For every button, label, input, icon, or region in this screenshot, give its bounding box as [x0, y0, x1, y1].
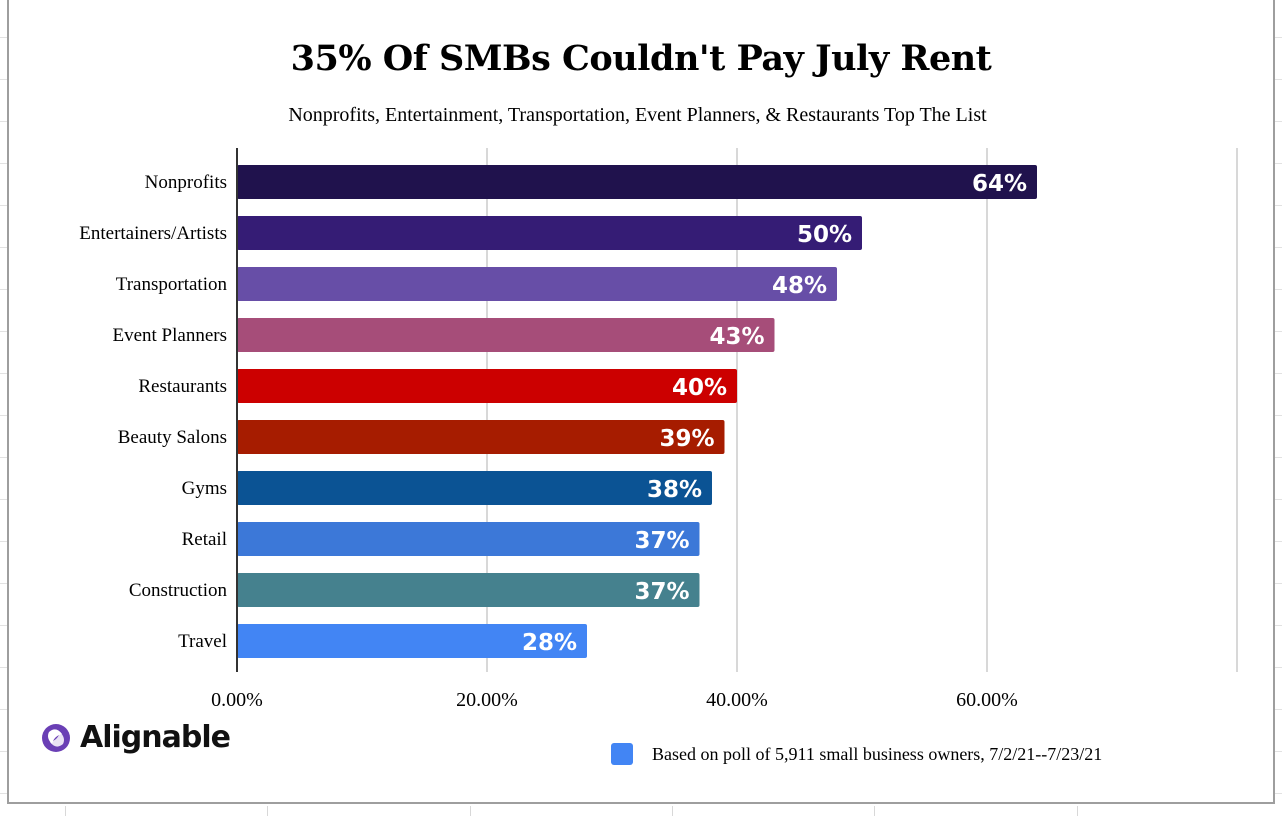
x-tick-label: 0.00%	[211, 689, 263, 711]
legend-swatch	[611, 743, 633, 765]
background-gridline	[874, 806, 875, 816]
y-tick-label: Nonprofits	[145, 172, 227, 193]
bar-transportation	[237, 267, 837, 301]
data-label: 64%	[972, 171, 1027, 197]
chart-subtitle: Nonprofits, Entertainment, Transportatio…	[288, 104, 987, 126]
alignable-logo-icon	[42, 723, 70, 752]
y-tick-label: Transportation	[116, 274, 228, 295]
bar-nonprofits	[237, 165, 1037, 199]
data-label: 37%	[634, 528, 689, 554]
y-tick-label: Construction	[129, 580, 228, 601]
bar-entertainers-artists	[237, 216, 862, 250]
bar-travel	[237, 624, 587, 658]
data-label: 50%	[797, 222, 852, 248]
background-gridline	[65, 806, 66, 816]
legend: Based on poll of 5,911 small business ow…	[611, 743, 1102, 765]
y-tick-label: Event Planners	[112, 325, 227, 346]
background-gridline	[267, 806, 268, 816]
data-label: 37%	[634, 579, 689, 605]
alignable-logo: Alignable	[40, 720, 231, 755]
logo-text: Alignable	[80, 720, 231, 755]
bar-restaurants	[237, 369, 737, 403]
bar-event-planners	[237, 318, 775, 352]
data-label: 40%	[672, 375, 727, 401]
y-tick-label: Entertainers/Artists	[79, 223, 227, 244]
y-tick-label: Gyms	[182, 478, 227, 499]
legend-label: Based on poll of 5,911 small business ow…	[652, 743, 1103, 764]
x-tick-label: 60.00%	[956, 689, 1018, 711]
y-tick-label: Travel	[178, 631, 227, 652]
x-tick-label: 20.00%	[456, 689, 518, 711]
y-tick-label: Restaurants	[138, 376, 227, 397]
data-label: 38%	[647, 477, 702, 503]
y-tick-label: Retail	[182, 529, 227, 550]
bar-retail	[237, 522, 700, 556]
bar-beauty-salons	[237, 420, 725, 454]
x-tick-label: 40.00%	[706, 689, 768, 711]
data-label: 28%	[522, 630, 577, 656]
y-tick-label: Beauty Salons	[118, 427, 227, 448]
bar-gyms	[237, 471, 712, 505]
data-label: 39%	[659, 426, 714, 452]
background-gridline	[1077, 806, 1078, 816]
bar-construction	[237, 573, 700, 607]
chart-title: 35% Of SMBs Couldn't Pay July Rent	[290, 38, 992, 79]
data-label: 48%	[772, 273, 827, 299]
data-label: 43%	[709, 324, 764, 350]
background-gridline	[470, 806, 471, 816]
background-gridline	[672, 806, 673, 816]
